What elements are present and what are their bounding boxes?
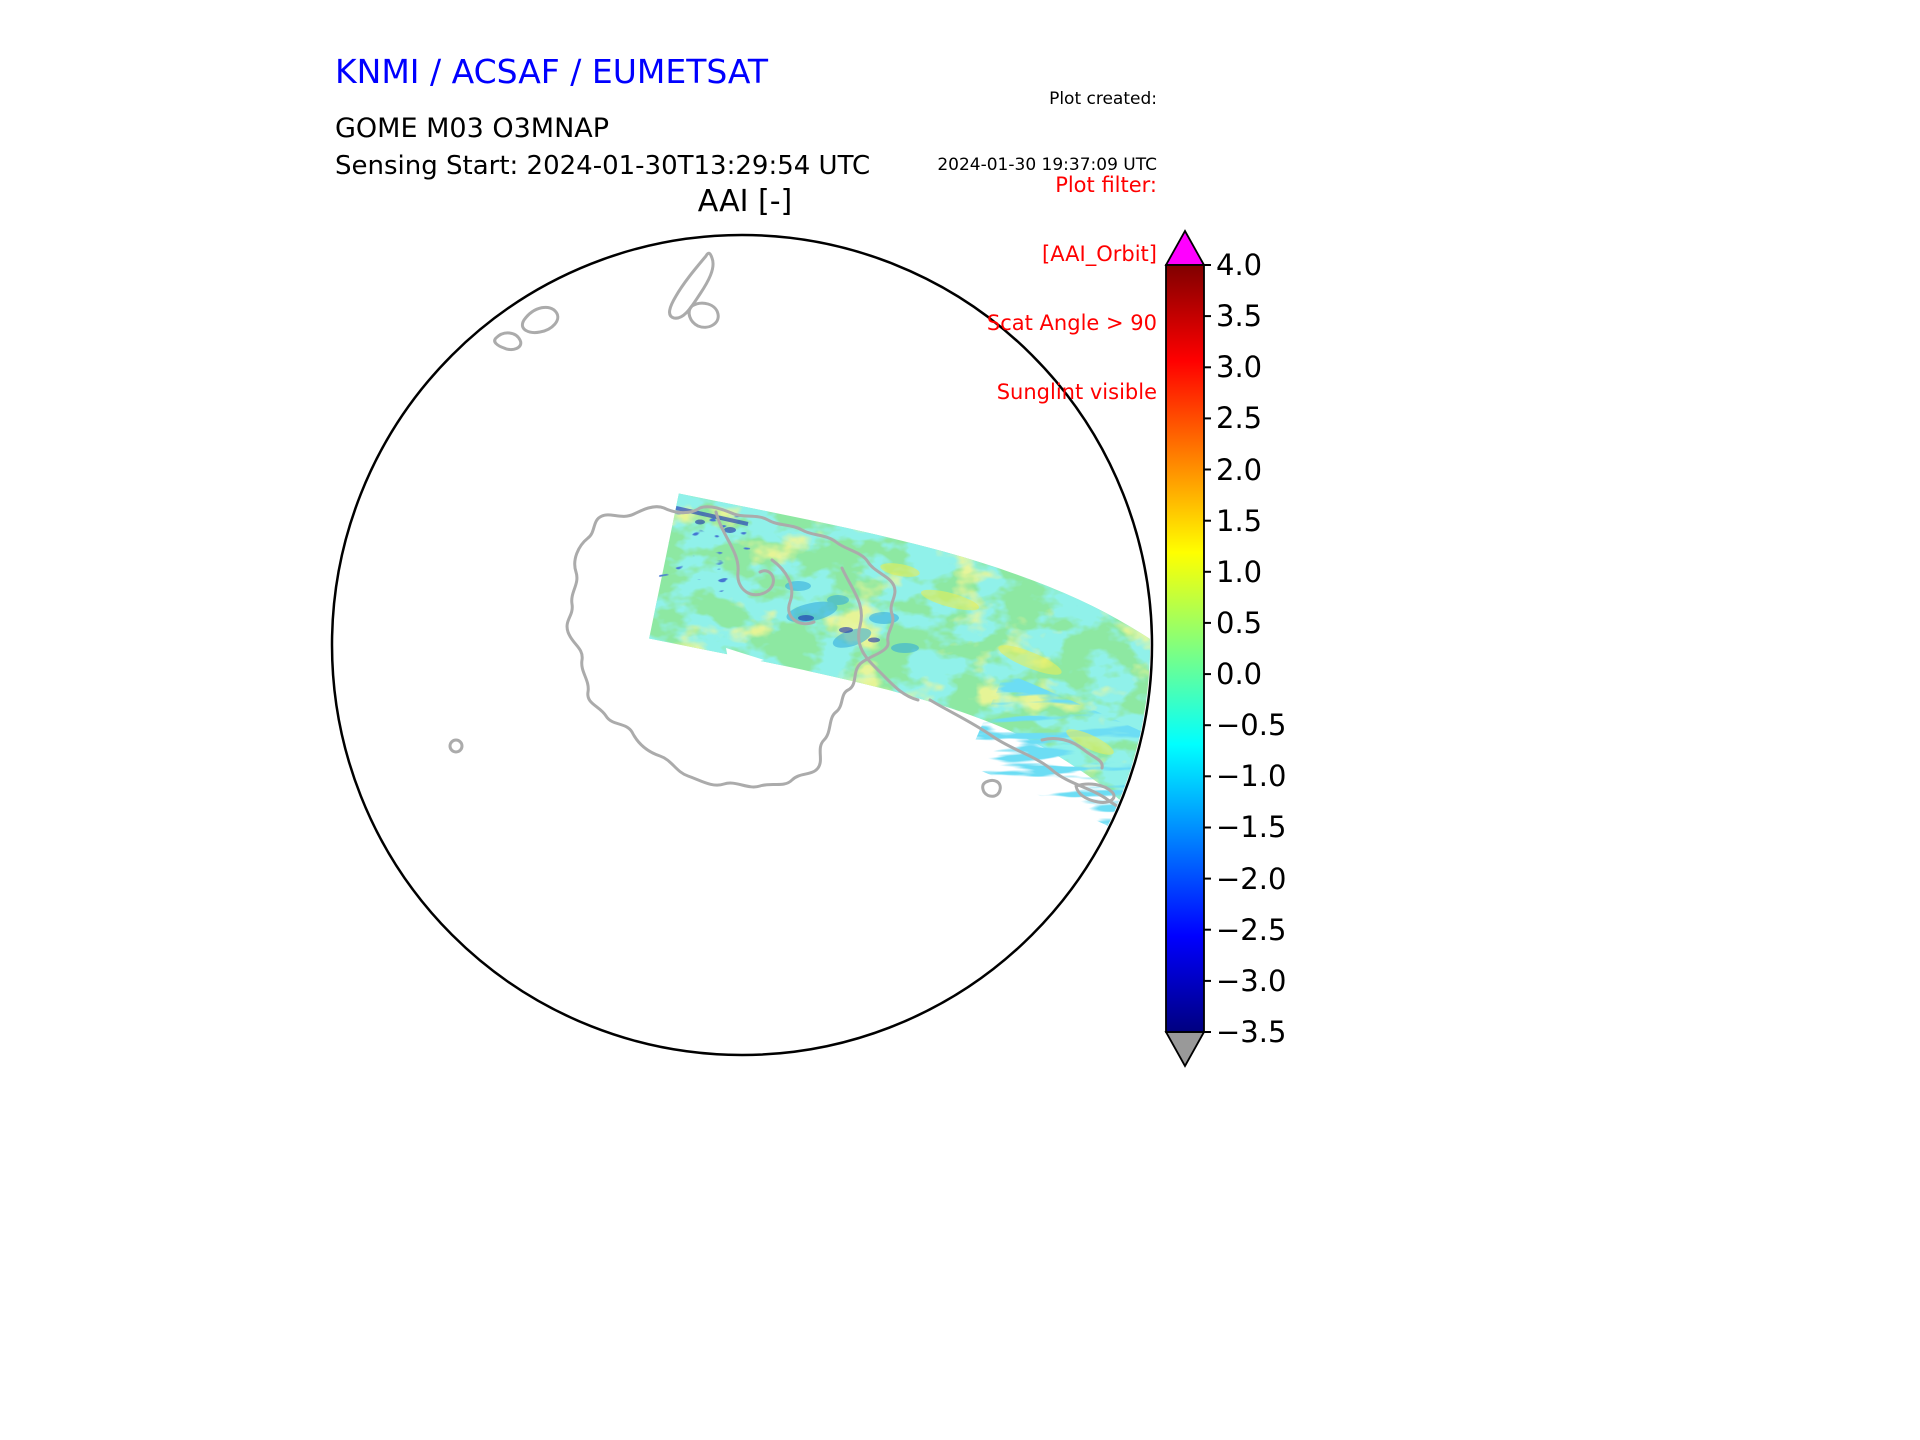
island-top-left-2: [521, 305, 560, 334]
island-lower-right-1: [981, 778, 1002, 798]
island-small-left: [448, 738, 464, 754]
plot-filter-line: Sunglint visible: [996, 380, 1157, 404]
plot-created-value: 2024-01-30 19:37:09 UTC: [937, 155, 1157, 175]
colorbar-tick-label: 4.0: [1216, 248, 1263, 282]
plot-created-label: Plot created:: [1049, 89, 1157, 109]
plot-filter-block: Plot filter: [AAI_Orbit] Scat Angle > 90…: [987, 128, 1157, 427]
org-title: KNMI / ACSAF / EUMETSAT: [335, 52, 769, 91]
antarctica-coastline: [565, 505, 897, 789]
swath-dark-pixels: [695, 519, 880, 643]
coast-detail-3: [840, 566, 920, 702]
sensing-start: Sensing Start: 2024-01-30T13:29:54 UTC: [335, 151, 871, 181]
colorbar-under-arrow: [1164, 1031, 1206, 1068]
colorbar-tick-label: 2.0: [1216, 453, 1263, 487]
coast-detail-2: [770, 558, 816, 626]
island-top-left-1: [493, 331, 523, 352]
colorbar-tick-label: −0.5: [1216, 708, 1287, 742]
swath-navy-specks: [658, 502, 757, 597]
colorbar-tick-label: −2.0: [1216, 862, 1287, 896]
colorbar-tick-label: 1.5: [1216, 504, 1263, 538]
island-top-center-2: [687, 301, 720, 329]
colorbar-gradient: [1165, 264, 1205, 1033]
plot-created-block: Plot created: 2024-01-30 19:37:09 UTC: [937, 44, 1157, 198]
colorbar-tick-marks: [1204, 264, 1211, 1033]
colorbar-tick-label: 3.0: [1216, 350, 1263, 384]
colorbar-tick-label: −3.5: [1216, 1015, 1287, 1049]
swath-cyan-streaks: [965, 672, 1150, 834]
colorbar-tick-label: −2.5: [1216, 913, 1287, 947]
colorbar-tick-label: −3.0: [1216, 964, 1287, 998]
coast-detail-1: [714, 510, 775, 597]
plot-filter-title: Plot filter:: [1055, 173, 1157, 197]
colorbar-tick-label: 3.5: [1216, 299, 1263, 333]
aai-swath: [649, 493, 1150, 834]
colorbar-tick-label: −1.0: [1216, 759, 1287, 793]
colorbar-tick-label: 1.0: [1216, 555, 1263, 589]
colorbar: [1164, 229, 1211, 1068]
island-lower-right-2: [1074, 782, 1116, 804]
map-title: AAI [-]: [697, 184, 793, 219]
plot-filter-line: [AAI_Orbit]: [1042, 242, 1157, 266]
island-lower-right-3: [1040, 736, 1104, 770]
swath-bottom-notch: [726, 648, 764, 670]
swath-top-edge-line: [675, 506, 749, 526]
colorbar-tick-label: 0.0: [1216, 657, 1263, 691]
plot-filter-line: Scat Angle > 90: [986, 311, 1157, 335]
colorbar-tick-label: 2.5: [1216, 401, 1263, 435]
colorbar-tick-label: 0.5: [1216, 606, 1263, 640]
hemisphere-outline: [330, 233, 1154, 1057]
colorbar-tick-label: −1.5: [1216, 810, 1287, 844]
swath-yellow-streaks: [880, 563, 1114, 755]
product-title: GOME M03 O3MNAP: [335, 113, 610, 144]
colorbar-over-arrow: [1164, 229, 1206, 266]
